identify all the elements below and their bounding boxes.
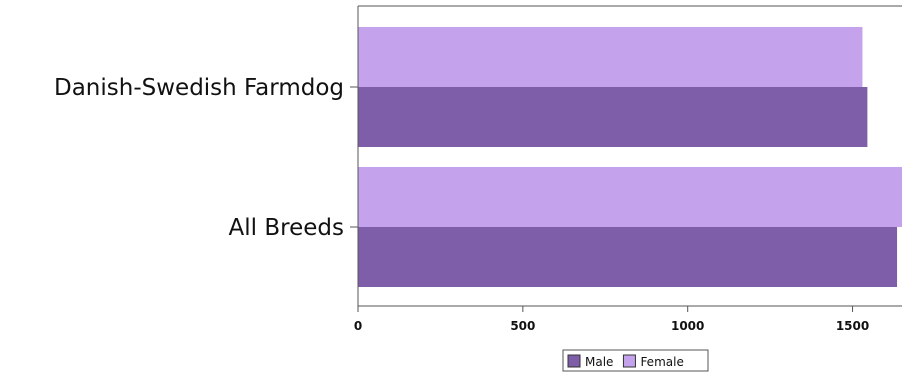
bar-male-all-breeds bbox=[358, 227, 898, 287]
category-labels: Danish-Swedish Farmdog All Breeds bbox=[54, 75, 358, 241]
bar-male-danish-swedish-farmdog bbox=[358, 87, 868, 147]
x-tick-label: 1500 bbox=[836, 319, 869, 333]
axes-group bbox=[357, 5, 902, 307]
legend-swatch-female bbox=[622, 354, 636, 368]
legend-label-female: Female bbox=[640, 355, 683, 369]
legend: Male Female bbox=[562, 349, 709, 372]
bars-group bbox=[358, 27, 902, 287]
x-tick-label: 1000 bbox=[671, 319, 704, 333]
category-label: Danish-Swedish Farmdog bbox=[54, 75, 344, 101]
x-tick-label: 0 bbox=[354, 319, 362, 333]
bar-female-all-breeds bbox=[358, 167, 902, 227]
legend-label-male: Male bbox=[585, 355, 613, 369]
legend-swatch-male bbox=[567, 354, 581, 368]
x-axis-ticks: 0 500 1000 1500 bbox=[354, 306, 869, 333]
bar-female-danish-swedish-farmdog bbox=[358, 27, 863, 87]
x-tick-label: 500 bbox=[510, 319, 535, 333]
category-label: All Breeds bbox=[229, 215, 344, 241]
